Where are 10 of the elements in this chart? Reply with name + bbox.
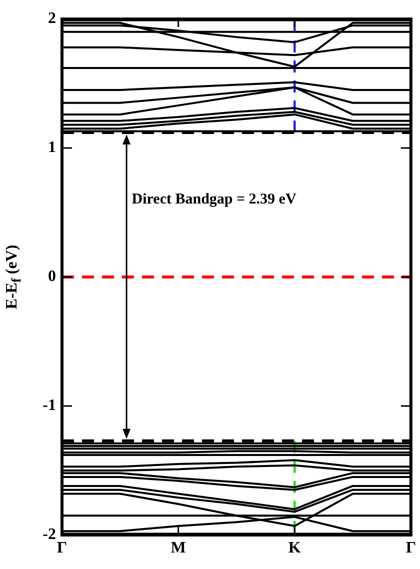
annotation: Direct Bandgap = 2.39 eV <box>132 191 296 208</box>
x-tick-label: K <box>288 540 302 557</box>
y-tick-label: 0 <box>48 268 56 286</box>
x-tick-label: Γ <box>406 540 416 557</box>
y-tick-label: -1 <box>42 397 56 414</box>
y-tick-label: 1 <box>48 139 56 156</box>
x-tick-label: M <box>170 540 186 557</box>
y-tick-label: 2 <box>48 10 56 28</box>
x-tick-label: Γ <box>56 540 68 557</box>
y-tick-label: -2 <box>42 526 56 544</box>
